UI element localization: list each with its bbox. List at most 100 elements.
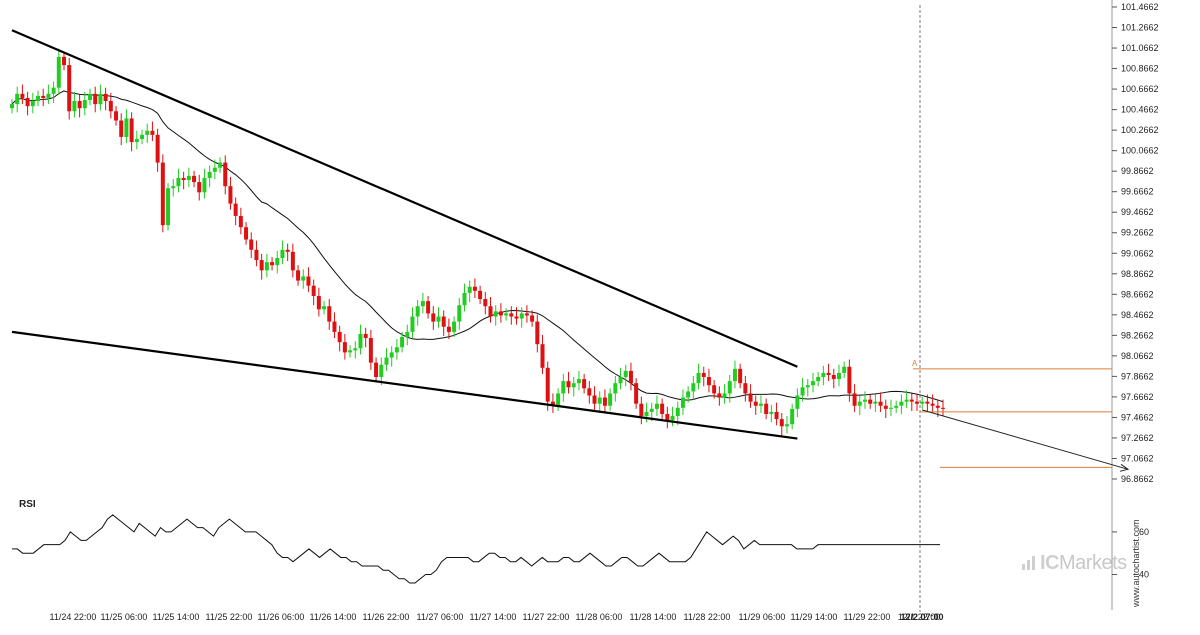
candle-body	[888, 407, 893, 409]
candle-body	[717, 393, 722, 398]
y-tick-label: 98.2662	[1121, 330, 1154, 340]
x-tick-label: 11/26 22:00	[363, 612, 410, 622]
candle-body	[914, 401, 919, 404]
candle-body	[389, 352, 394, 358]
candle-body	[114, 111, 119, 121]
candle-body	[862, 399, 867, 402]
candle-body	[582, 379, 587, 389]
y-tick-label: 98.0662	[1121, 351, 1154, 361]
candle-body	[706, 377, 711, 386]
x-tick-label: 11/27 22:00	[523, 612, 570, 622]
candle-body	[259, 260, 264, 271]
candle-body	[218, 162, 223, 168]
logo-bars-icon	[1022, 556, 1038, 570]
candle-body	[93, 93, 98, 105]
candle-body	[275, 258, 280, 266]
candle-body	[311, 285, 316, 296]
candle-body	[873, 401, 878, 404]
candle-body	[56, 56, 61, 88]
candle-body	[238, 215, 243, 228]
candle-body	[467, 286, 472, 293]
candle-body	[46, 93, 51, 98]
candle-body	[628, 370, 633, 384]
candle-body	[524, 313, 529, 316]
candle-body	[129, 118, 134, 143]
x-tick-label: 12/2 07:00	[900, 612, 943, 622]
candle-body	[686, 391, 691, 398]
x-tick-label: 12/1 22:00	[898, 612, 941, 622]
candle-body	[665, 413, 670, 421]
x-tick-label: 11/25 14:00	[153, 612, 200, 622]
projection-arrowhead	[1119, 463, 1130, 472]
candle-body	[597, 397, 602, 404]
upper-trendline	[11, 29, 798, 368]
candle-body	[119, 120, 124, 137]
candle-body	[244, 227, 249, 240]
point-label: A	[912, 359, 918, 368]
candle-body	[186, 175, 191, 181]
y-tick-label: 100.8662	[1121, 64, 1159, 74]
candle-body	[457, 305, 462, 322]
candle-body	[368, 338, 373, 363]
y-tick-label: 101.2662	[1121, 23, 1159, 33]
logo-markets: Markets	[1059, 552, 1127, 574]
y-tick-label: 99.6662	[1121, 187, 1154, 197]
candle-body	[556, 393, 561, 406]
moving-average-line	[11, 90, 944, 403]
candle-body	[779, 419, 784, 427]
candle-body	[103, 93, 108, 102]
logo-ic: IC	[1040, 552, 1060, 574]
y-tick-label: 96.8662	[1121, 474, 1154, 484]
projection-line	[921, 409, 1129, 470]
candle-body	[327, 306, 332, 322]
candle-body	[155, 134, 160, 163]
candle-body	[415, 306, 420, 317]
candle-body	[920, 401, 925, 404]
candle-body	[483, 299, 488, 307]
rsi-tick-label: 60	[1139, 527, 1149, 537]
candle-body	[899, 401, 904, 406]
candle-body	[150, 130, 155, 135]
candle-body	[280, 249, 285, 259]
x-tick-label: 11/25 06:00	[101, 612, 148, 622]
candle-body	[15, 93, 20, 105]
candle-body	[831, 374, 836, 380]
candle-body	[805, 385, 810, 388]
candle-body	[925, 401, 930, 404]
candle-body	[10, 104, 14, 109]
candle-body	[712, 385, 717, 394]
candle-body	[758, 403, 763, 406]
rsi-line	[12, 514, 940, 584]
candle-body	[36, 95, 41, 102]
candle-body	[181, 177, 186, 181]
candle-body	[602, 397, 607, 406]
candle-body	[769, 411, 774, 414]
x-tick-label: 11/29 22:00	[844, 612, 891, 622]
candle-body	[394, 347, 399, 353]
candle-body	[550, 401, 555, 406]
y-tick-label: 100.2662	[1121, 125, 1159, 135]
candle-body	[930, 403, 935, 406]
candle-body	[868, 399, 873, 404]
x-tick-label: 11/26 06:00	[258, 612, 305, 622]
candle-body	[941, 407, 945, 409]
candle-body	[20, 93, 25, 98]
candle-body	[670, 416, 675, 421]
y-tick-label: 101.0662	[1121, 43, 1159, 53]
candle-body	[212, 167, 217, 172]
candle-body	[675, 407, 680, 417]
x-tick-label: 11/28 06:00	[576, 612, 623, 622]
candle-body	[51, 87, 56, 94]
candle-body	[816, 377, 821, 382]
candle-body	[108, 101, 113, 112]
candle-body	[384, 357, 389, 365]
candle-body	[634, 383, 639, 404]
candle-body	[472, 286, 477, 291]
candle-body	[587, 388, 592, 396]
y-tick-label: 100.0662	[1121, 146, 1159, 156]
candle-body	[166, 188, 171, 226]
candle-body	[810, 381, 815, 386]
candle-body	[77, 101, 82, 109]
candle-body	[223, 162, 228, 187]
